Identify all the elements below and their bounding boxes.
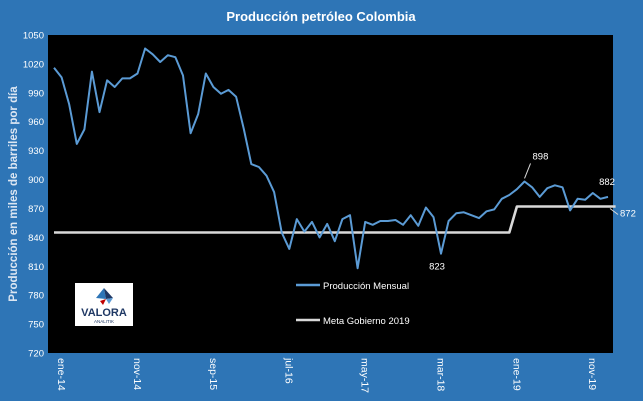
data-label-882: 882 — [599, 177, 615, 188]
x-axis-ticks: ene-14 nov-14 sep-15 jul-16 may-17 mar-18 ene-… — [55, 357, 598, 393]
annotation-leader — [524, 163, 531, 179]
y-tick-label: 870 — [28, 204, 44, 215]
y-tick-label: 960 — [28, 117, 44, 128]
valora-logo: VALORA ANALITIK — [75, 283, 133, 326]
x-tick-label: may-17 — [359, 358, 371, 393]
data-label-872: 872 — [620, 209, 636, 220]
logo-tagline: ANALITIK — [94, 319, 114, 324]
series-line-produccion-mensual — [53, 47, 609, 270]
series-layer — [53, 47, 616, 270]
x-tick-label: ene-14 — [55, 358, 67, 391]
x-tick-label: jul-16 — [283, 357, 295, 384]
y-tick-label: 900 — [28, 175, 44, 186]
y-tick-label: 840 — [28, 233, 44, 244]
y-tick-label: 780 — [28, 291, 44, 302]
y-tick-label: 720 — [28, 349, 44, 360]
data-label-898: 898 — [533, 151, 549, 162]
chart-title: Producción petróleo Colombia — [226, 9, 416, 24]
y-tick-label: 810 — [28, 262, 44, 273]
x-tick-label: nov-14 — [131, 358, 143, 390]
y-tick-label: 1050 — [23, 31, 44, 42]
y-tick-label: 990 — [28, 88, 44, 99]
plot-area — [48, 35, 613, 353]
legend-label-meta: Meta Gobierno 2019 — [323, 316, 410, 327]
x-tick-label: sep-15 — [207, 358, 219, 390]
x-tick-label: nov-19 — [586, 358, 598, 390]
annotations: 898 882 823 872 — [429, 151, 636, 272]
annotation-leader — [609, 208, 619, 215]
x-tick-label: mar-18 — [434, 358, 446, 391]
y-tick-label: 930 — [28, 146, 44, 157]
x-tick-label: ene-19 — [510, 358, 522, 391]
logo-word: VALORA — [81, 307, 127, 319]
legend-label-produccion: Producción Mensual — [323, 281, 409, 292]
series-line-meta-gobierno — [54, 205, 616, 234]
y-axis-ticks: 720 750 780 810 840 870 900 930 960 990 1020 1050 — [23, 31, 44, 360]
y-tick-label: 1020 — [23, 59, 44, 70]
logo-mark-icon — [96, 288, 106, 299]
y-axis-label: Producción en miles de barriles por día — [8, 86, 20, 302]
legend: Producción Mensual Meta Gobierno 2019 — [296, 281, 410, 327]
y-tick-label: 750 — [28, 320, 44, 331]
data-label-823: 823 — [429, 262, 445, 273]
